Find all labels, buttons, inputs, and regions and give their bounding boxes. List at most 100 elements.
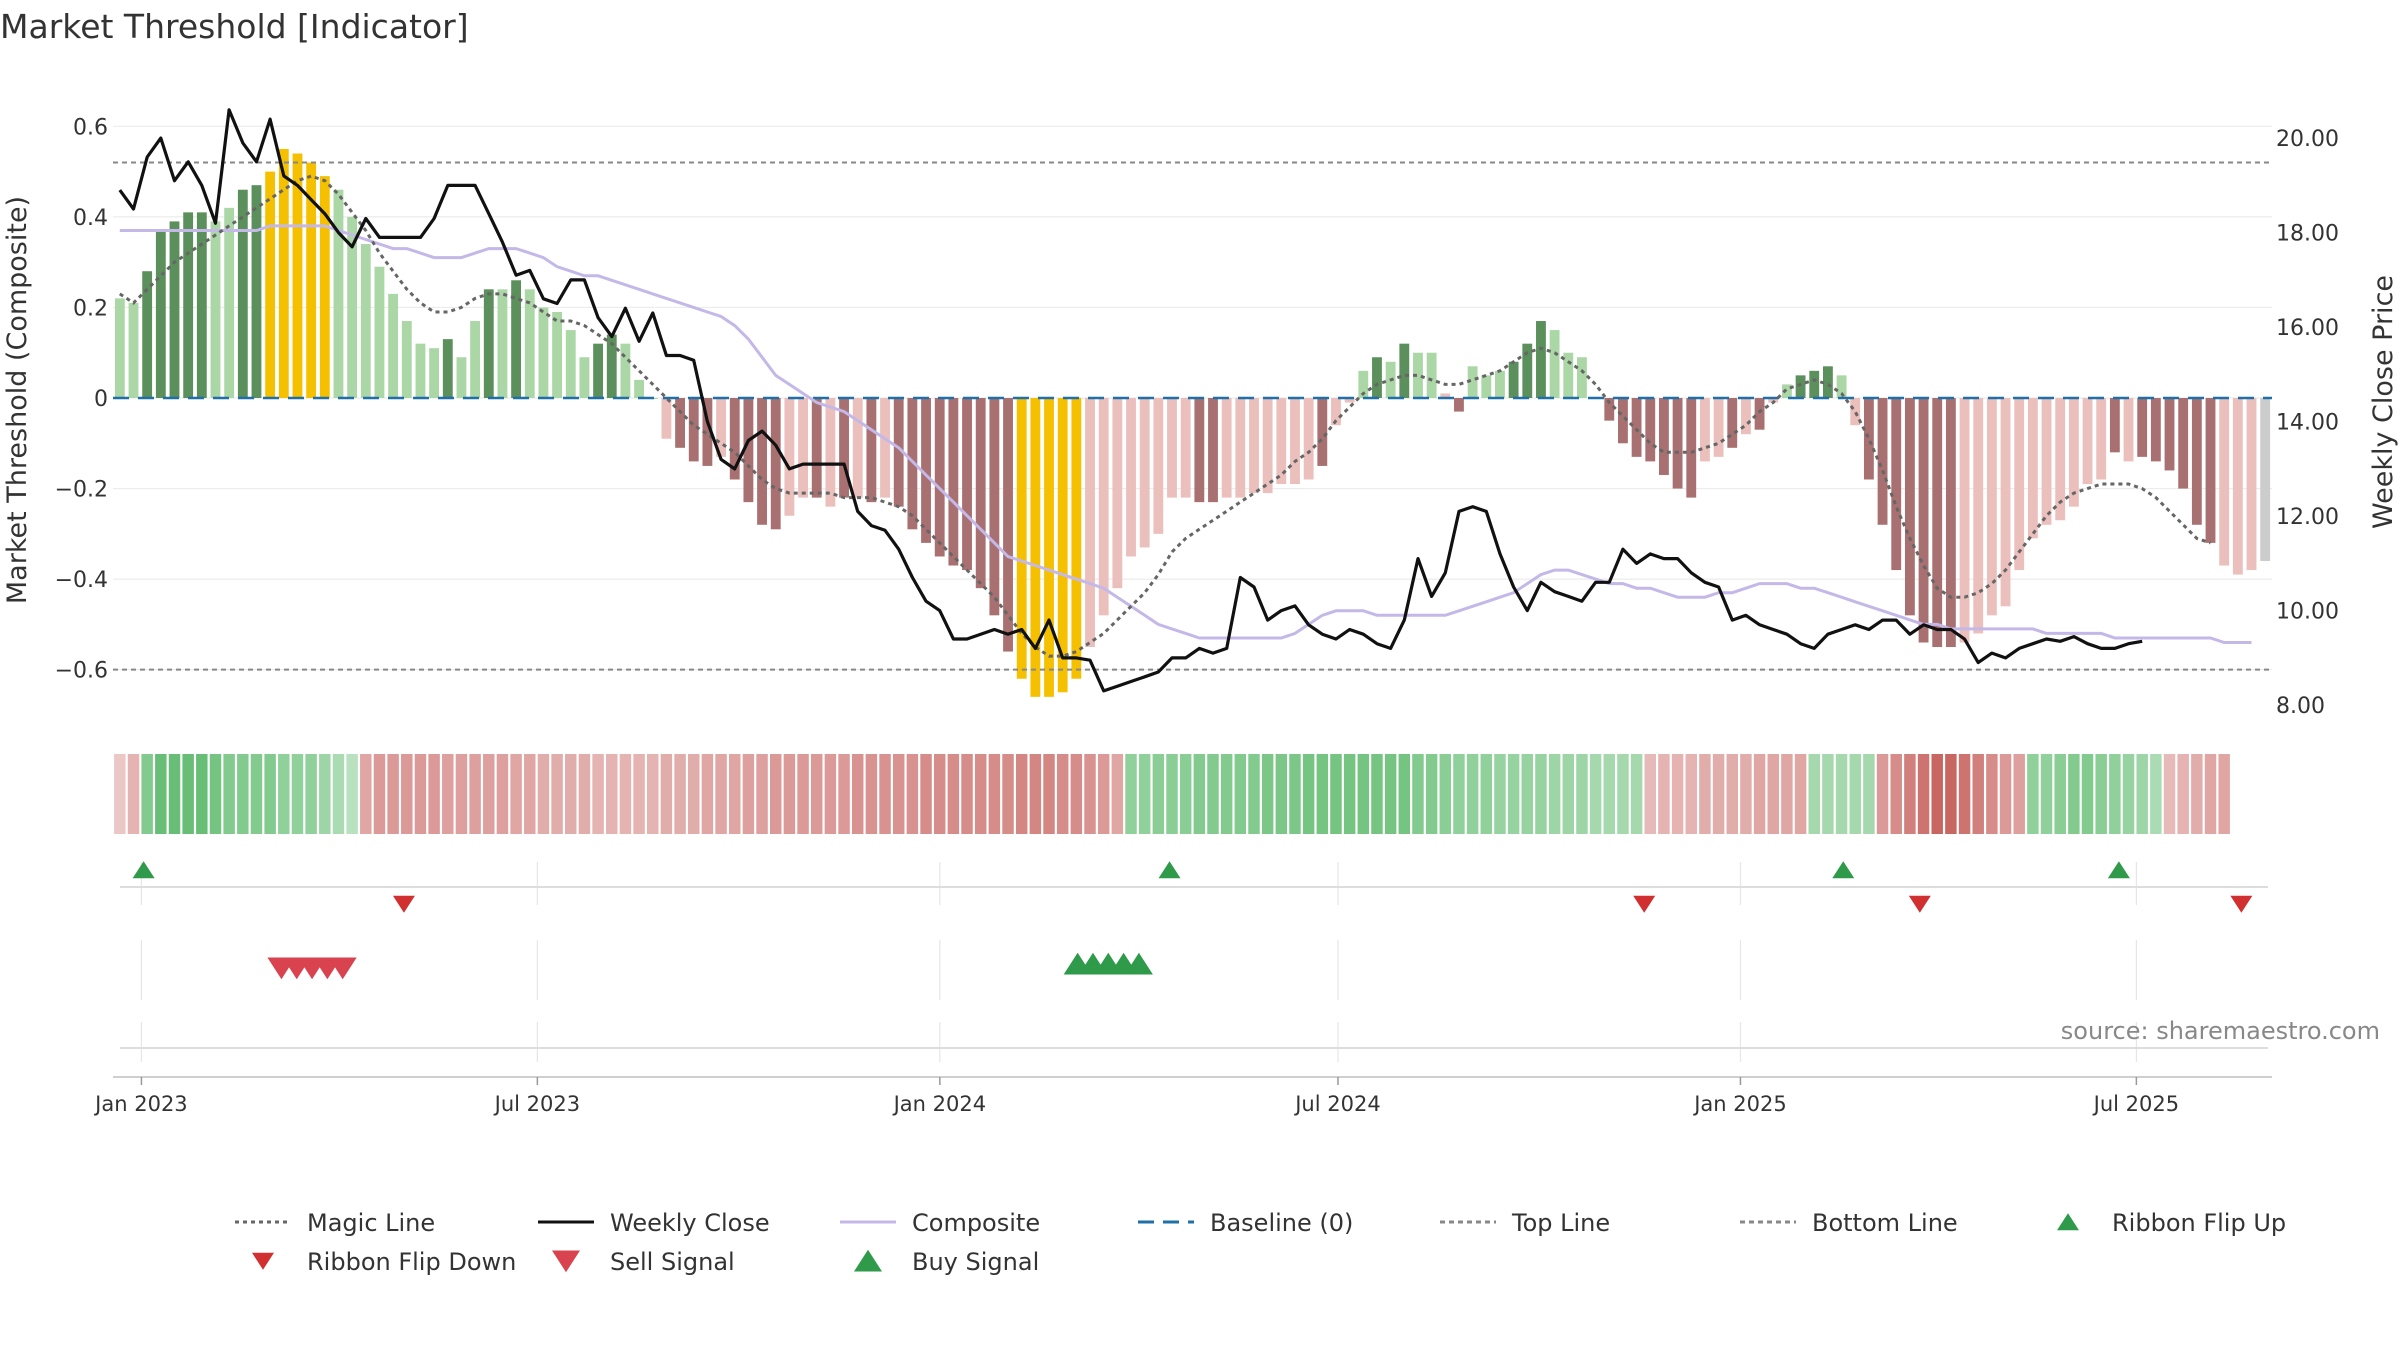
composite-bar [798,398,808,498]
composite-bar [1986,398,1997,616]
ribbon-cell [1289,754,1301,834]
composite-bar [2109,398,2120,453]
composite-bar [319,176,330,398]
composite-bar [224,207,235,398]
ribbon-cell [1712,754,1725,834]
composite-bar [1809,370,1820,398]
ribbon-cell [455,754,468,834]
ribbon-cell [1794,754,1807,834]
ribbon-cell [701,754,714,834]
composite-bar [729,398,740,480]
ribbon-cell [114,754,126,834]
ribbon-cell [1371,754,1383,834]
ribbon-cell [1248,754,1260,834]
composite-bar [1467,366,1478,398]
y2-tick-label: 14.00 [2276,411,2339,436]
ribbon-cell [1494,754,1506,834]
ribbon-cell [974,754,987,834]
ribbon-cell [1261,754,1274,834]
ribbon-cell [387,754,399,834]
ribbon-cell [1398,754,1411,834]
composite-bar [1262,398,1273,494]
triangle-up-icon [854,1249,882,1272]
composite-bar [306,162,317,398]
composite-bar [1577,357,1587,398]
source-credit: source: sharemaestro.com [2061,1017,2380,1045]
composite-bar [1481,375,1492,398]
x-tick-label: Jan 2024 [892,1092,987,1116]
ribbon-cell [1986,754,1998,834]
ribbon-cell [537,754,550,834]
y-tick-label: 0.4 [73,206,108,231]
composite-bar [1358,370,1369,398]
right-axis-ticks: 20.00 18.00 16.00 14.00 12.00 10.00 8.00 [2276,127,2339,719]
ribbon-cell [1767,754,1779,834]
ribbon-cell [2054,754,2066,834]
composite-bar [770,398,781,530]
ribbon-cell [510,754,522,834]
composite-bar [2014,398,2025,571]
ribbon-flip-up-marker [132,861,155,879]
ribbon-cell [1917,754,1930,834]
ribbon-cell [988,754,1001,834]
ribbon-cell [797,754,809,834]
composite-bar [1822,366,1833,398]
composite-bar [921,398,931,543]
ribbon-cell [2013,754,2025,834]
ribbon-cell [1412,754,1424,834]
x-tick-label: Jul 2025 [2092,1092,2179,1116]
composite-bar [1659,398,1669,475]
ribbon-cell [1863,754,1875,834]
composite-bar [155,230,166,398]
composite-bar [1563,352,1574,398]
composite-bar [1631,398,1642,457]
composite-bar [333,189,344,398]
composite-bar [1303,398,1314,480]
ribbon-cell [674,754,686,834]
composite-bar [2000,398,2011,607]
ribbon-cell [892,754,905,834]
ribbon-cell [1562,754,1575,834]
ribbon-cell [1999,754,2012,834]
composite-line [119,224,2252,644]
composite-bar [251,185,262,398]
composite-bar [347,216,358,398]
composite-bar [825,398,836,507]
composite-bar [702,398,713,466]
ribbon-strip [114,754,2230,834]
magic-line [118,174,2211,658]
ribbon-cell [1945,754,1957,834]
ribbon-cell [2068,754,2080,834]
y-tick-label: −0.2 [55,478,108,503]
ribbon-cell [1179,754,1192,834]
ribbon-cell [1316,754,1329,834]
composite-bar [757,398,767,525]
composite-bar [880,398,890,498]
ribbon-cell [1972,754,1984,834]
composite-bar [1727,398,1738,448]
ribbon-cell [2191,754,2203,834]
ribbon-cell [1603,754,1616,834]
ribbon-cell [168,754,181,834]
ribbon-cell [1125,754,1137,834]
ribbon-cell [606,754,618,834]
ribbon-cell [1043,754,1055,834]
left-axis-ticks: 0.6 0.4 0.2 0 −0.2 −0.4 −0.6 [55,115,108,683]
ribbon-cell [592,754,604,834]
composite-bar [1112,398,1123,589]
y2-tick-label: 16.00 [2276,316,2339,341]
ribbon-cell [196,754,208,834]
composite-bar [142,271,153,398]
composite-bar [456,357,467,398]
composite-bar [388,293,399,398]
composite-bar [1618,398,1628,444]
ribbon-cell [469,754,481,834]
sell-signal-marker [328,957,357,980]
composite-bar [237,189,248,398]
composite-bar [688,398,699,462]
composite-bar [552,311,563,398]
composite-bar [1153,398,1164,534]
composite-bar [866,398,877,503]
composite-bar [811,398,822,498]
